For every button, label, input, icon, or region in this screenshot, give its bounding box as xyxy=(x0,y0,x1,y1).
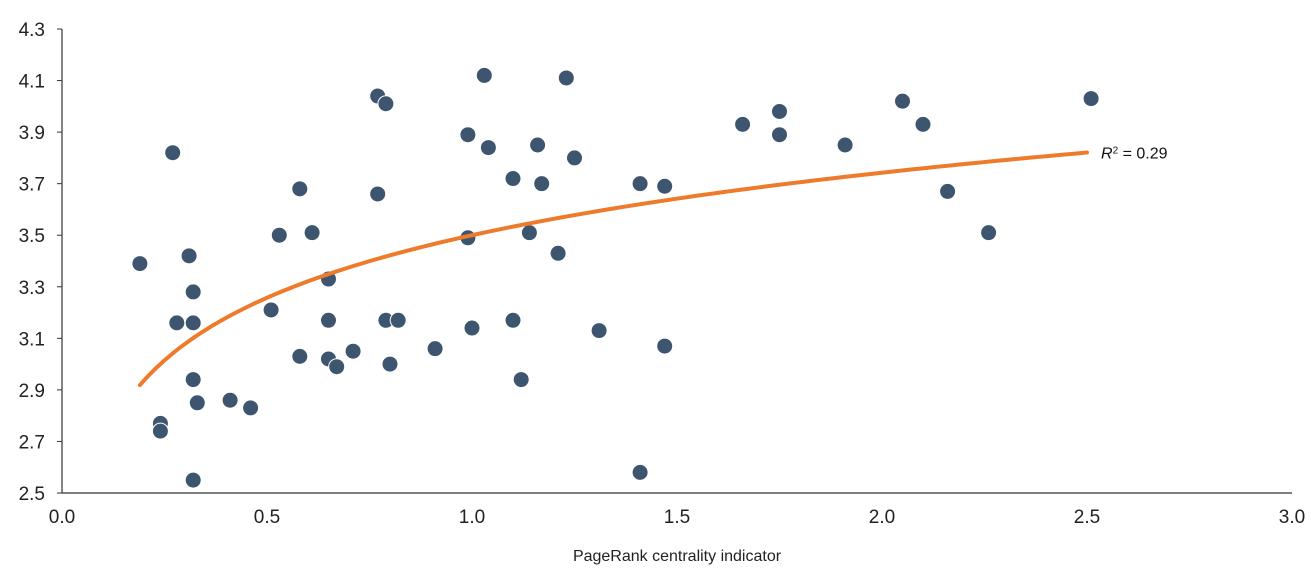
data-point-47 xyxy=(656,177,674,195)
data-point-33 xyxy=(475,66,493,84)
data-point-30 xyxy=(459,126,477,144)
data-point-56 xyxy=(980,224,998,242)
r-squared-annotation: R2 = 0.29 xyxy=(1101,145,1168,163)
x-tick-label-0: 0.0 xyxy=(49,507,75,528)
r-squared-superscript: 2 xyxy=(1113,145,1119,156)
y-tick-label-8: 4.1 xyxy=(19,72,45,93)
y-tick-label-3: 3.1 xyxy=(19,329,45,350)
r-squared-symbol: R xyxy=(1101,146,1113,163)
data-point-22 xyxy=(344,342,362,360)
data-point-7 xyxy=(184,283,202,301)
data-point-12 xyxy=(242,399,260,417)
data-point-55 xyxy=(939,182,957,200)
data-point-15 xyxy=(291,180,309,198)
y-tick-label-6: 3.7 xyxy=(19,175,45,196)
data-point-32 xyxy=(463,319,481,337)
x-tick-label-4: 2.0 xyxy=(869,507,895,528)
data-point-50 xyxy=(771,102,788,120)
data-point-54 xyxy=(914,115,932,133)
data-points xyxy=(131,66,1100,489)
y-tick-label-4: 3.3 xyxy=(19,278,45,299)
x-tick-label-1: 0.5 xyxy=(254,507,280,528)
data-point-39 xyxy=(529,136,547,154)
data-point-35 xyxy=(504,170,522,188)
data-point-5 xyxy=(180,247,198,265)
data-point-46 xyxy=(631,463,649,481)
data-point-11 xyxy=(221,391,239,409)
data-point-3 xyxy=(164,144,182,162)
y-tick-label-0: 2.5 xyxy=(19,484,45,505)
x-tick-label-6: 3.0 xyxy=(1279,507,1305,528)
data-point-48 xyxy=(656,337,674,355)
y-tick-label-2: 2.9 xyxy=(19,381,45,402)
data-point-34 xyxy=(479,139,497,157)
data-point-44 xyxy=(590,322,608,340)
data-point-57 xyxy=(1082,90,1100,108)
data-point-53 xyxy=(894,92,911,110)
data-point-9 xyxy=(188,394,206,412)
data-point-51 xyxy=(771,126,788,144)
data-point-21 xyxy=(328,358,346,376)
data-point-13 xyxy=(262,301,280,319)
data-point-25 xyxy=(377,95,395,113)
x-axis-ticks: 0.0 0.5 1.0 1.5 2.0 2.5 3.0 xyxy=(49,507,1305,528)
data-point-43 xyxy=(566,149,583,167)
x-tick-label-5: 2.5 xyxy=(1074,507,1100,528)
y-tick-label-1: 2.7 xyxy=(19,432,45,453)
data-point-41 xyxy=(549,244,567,262)
trendline-curve xyxy=(137,150,1089,388)
data-point-49 xyxy=(734,115,752,133)
data-point-0 xyxy=(131,255,149,273)
data-point-4 xyxy=(168,314,186,332)
y-tick-label-7: 3.9 xyxy=(19,123,45,144)
data-point-42 xyxy=(557,69,575,87)
data-point-16 xyxy=(291,347,309,365)
data-point-8 xyxy=(184,371,202,389)
y-tick-label-9: 4.3 xyxy=(19,20,45,41)
data-point-18 xyxy=(320,311,337,329)
data-point-2 xyxy=(151,422,169,440)
r-squared-value: = 0.29 xyxy=(1118,146,1167,163)
y-tick-label-5: 3.5 xyxy=(19,226,45,247)
x-tick-label-3: 1.5 xyxy=(664,507,690,528)
x-tick-label-2: 1.0 xyxy=(459,507,485,528)
x-axis-title: PageRank centrality indicator xyxy=(573,548,782,565)
data-point-27 xyxy=(381,355,399,373)
data-point-14 xyxy=(270,226,288,244)
data-point-52 xyxy=(836,136,854,154)
data-point-29 xyxy=(426,340,444,358)
data-point-28 xyxy=(389,311,407,329)
y-axis-ticks: 2.5 2.7 2.9 3.1 3.3 3.5 3.7 3.9 4.1 4.3 xyxy=(19,20,62,505)
data-point-6 xyxy=(184,314,202,332)
data-point-36 xyxy=(504,311,522,329)
data-point-38 xyxy=(520,224,538,242)
data-point-37 xyxy=(512,371,530,389)
data-point-45 xyxy=(631,175,649,193)
data-point-24 xyxy=(369,185,387,203)
data-point-10 xyxy=(184,471,202,489)
data-point-40 xyxy=(533,175,551,193)
data-point-17 xyxy=(303,224,321,242)
